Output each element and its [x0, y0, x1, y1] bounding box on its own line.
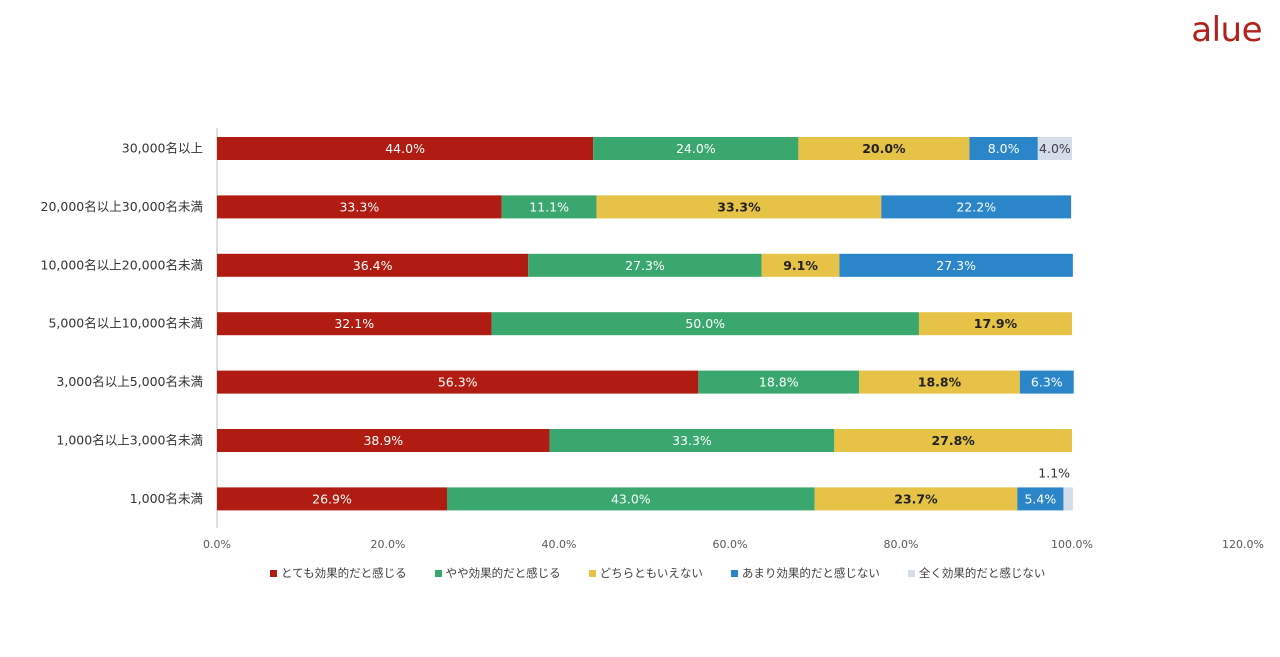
category-label: 1,000名未満 [130, 491, 203, 506]
legend-label: やや効果的だと感じる [445, 566, 561, 580]
data-label: 5.4% [1024, 491, 1056, 506]
data-label: 50.0% [685, 316, 725, 331]
data-label: 11.1% [529, 199, 569, 214]
x-tick-label: 0.0% [203, 538, 231, 551]
bar-segment [217, 487, 447, 511]
category-label: 5,000名以上10,000名未満 [48, 316, 203, 331]
data-label: 36.4% [353, 258, 393, 273]
data-label: 33.3% [339, 199, 379, 214]
bar-segment [1017, 487, 1064, 511]
data-label: 27.3% [625, 258, 665, 273]
bar-segment [217, 137, 594, 160]
legend-item: どちらともいえない [588, 565, 703, 581]
bar-segment [1037, 137, 1072, 160]
data-label: 32.1% [334, 316, 374, 331]
chart-legend: とても効果的だと感じる やや効果的だと感じる どちらともいえない あまり効果的だと感じ… [270, 565, 1070, 581]
data-label: 23.7% [894, 491, 938, 506]
brand-logo: alue [1191, 10, 1262, 50]
bar-segment [698, 370, 860, 394]
bar-segment [881, 195, 1072, 219]
category-label: 10,000名以上20,000名未満 [41, 257, 203, 272]
legend-swatch [270, 569, 277, 577]
bar-segment [834, 429, 1072, 452]
bar-segment [217, 253, 529, 277]
x-tick-label: 40.0% [542, 538, 577, 551]
legend-item: 全く効果的だと感じない [907, 565, 1046, 581]
legend-swatch [434, 569, 442, 577]
bar-segment [217, 370, 699, 394]
legend-label: どちらともいえない [599, 566, 703, 580]
data-label: 24.0% [676, 141, 716, 156]
data-label: 17.9% [974, 316, 1018, 331]
bar-segment [1063, 487, 1073, 511]
x-tick-label: 80.0% [884, 538, 919, 551]
data-label: 38.9% [363, 433, 403, 448]
bar-segment [217, 429, 550, 452]
bar-segment [918, 312, 1072, 336]
legend-label: あまり効果的だと感じない [741, 566, 880, 580]
data-label: 8.0% [988, 141, 1020, 156]
bar-segment [814, 487, 1018, 511]
bar-segment [217, 195, 502, 219]
data-label: 9.1% [783, 258, 818, 273]
legend-swatch [907, 569, 915, 577]
x-tick-label: 120.0% [1222, 538, 1264, 551]
legend-swatch [588, 569, 596, 577]
data-label: 18.8% [918, 375, 962, 390]
legend-label: 全く効果的だと感じない [918, 566, 1046, 580]
data-label: 6.3% [1031, 375, 1063, 390]
data-label: 56.3% [438, 375, 478, 390]
data-label: 4.0% [1039, 141, 1071, 156]
x-tick-label: 100.0% [1051, 538, 1093, 551]
legend-swatch [730, 569, 738, 577]
data-label: 33.3% [717, 199, 761, 214]
x-tick-label: 20.0% [371, 538, 406, 551]
category-label: 1,000名以上3,000名未満 [56, 433, 203, 448]
legend-label: とても効果的だと感じる [281, 566, 407, 580]
data-label: 18.8% [759, 375, 799, 390]
x-tick-label: 60.0% [713, 538, 748, 551]
bar-segment [859, 370, 1020, 394]
data-label: 22.2% [956, 199, 996, 214]
bar-segment [1019, 370, 1074, 394]
data-label: 26.9% [312, 491, 352, 506]
bar-segment [798, 137, 970, 160]
data-label: 43.0% [611, 491, 651, 506]
data-label: 44.0% [385, 141, 425, 156]
category-label: 20,000名以上30,000名未満 [41, 199, 203, 214]
data-label: 33.3% [672, 433, 712, 448]
bar-segment [491, 312, 919, 336]
category-label: 3,000名以上5,000名未満 [56, 374, 203, 389]
bar-segment [969, 137, 1038, 160]
bar-segment [761, 253, 840, 277]
bar-segment [549, 429, 835, 452]
category-label: 30,000名以上 [122, 141, 203, 156]
bar-segment [596, 195, 882, 219]
legend-item: とても効果的だと感じる [270, 565, 407, 581]
bar-segment [217, 312, 492, 336]
bar-segment [446, 487, 815, 511]
data-label: 20.0% [862, 141, 906, 156]
legend-item: あまり効果的だと感じない [730, 565, 880, 581]
data-label: 1.1% [1038, 465, 1070, 480]
data-label: 27.8% [931, 433, 975, 448]
bar-segment [528, 253, 762, 277]
bar-segment [593, 137, 799, 160]
bar-segment [501, 195, 597, 219]
data-label: 27.3% [936, 258, 976, 273]
legend-item: やや効果的だと感じる [434, 565, 561, 581]
bar-segment [839, 253, 1073, 277]
